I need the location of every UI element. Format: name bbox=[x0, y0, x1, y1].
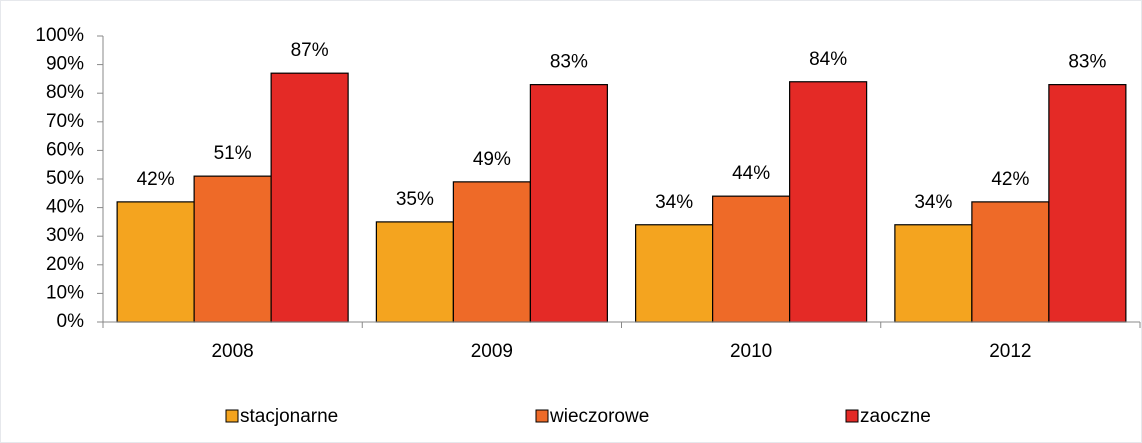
y-tick-label: 50% bbox=[46, 168, 84, 189]
y-tick-label: 10% bbox=[46, 282, 84, 303]
y-tick-label: 30% bbox=[46, 225, 84, 246]
y-tick-label: 100% bbox=[35, 25, 84, 46]
value-label: 83% bbox=[550, 52, 588, 73]
value-label: 44% bbox=[732, 163, 770, 184]
legend-swatch bbox=[225, 409, 239, 423]
bar bbox=[529, 84, 608, 323]
value-label: 49% bbox=[473, 149, 511, 170]
value-label: 87% bbox=[291, 40, 329, 61]
bar bbox=[375, 221, 454, 323]
y-tick-label: 80% bbox=[46, 82, 84, 103]
value-label: 35% bbox=[396, 189, 434, 210]
y-tick-label: 0% bbox=[57, 311, 85, 332]
legend-label: zaoczne bbox=[860, 406, 931, 427]
legend-swatch bbox=[845, 409, 859, 423]
value-label: 34% bbox=[655, 192, 693, 213]
legend-label: wieczorowe bbox=[549, 406, 649, 427]
value-label: 51% bbox=[214, 143, 252, 164]
bar bbox=[1048, 84, 1127, 323]
value-label: 84% bbox=[809, 49, 847, 70]
bar bbox=[452, 181, 531, 323]
x-tick-label: 2012 bbox=[989, 341, 1031, 362]
y-tick-label: 70% bbox=[46, 111, 84, 132]
bar bbox=[193, 175, 272, 323]
x-tick-label: 2008 bbox=[211, 341, 253, 362]
legend-swatch bbox=[535, 409, 549, 423]
bar bbox=[971, 201, 1050, 323]
bar bbox=[712, 195, 791, 323]
bar bbox=[635, 224, 714, 323]
bar bbox=[116, 201, 195, 323]
value-label: 42% bbox=[137, 169, 175, 190]
value-label: 83% bbox=[1068, 52, 1106, 73]
y-tick-label: 60% bbox=[46, 139, 84, 160]
bar bbox=[789, 81, 868, 323]
y-tick-label: 20% bbox=[46, 254, 84, 275]
y-tick-label: 40% bbox=[46, 197, 84, 218]
x-tick-label: 2010 bbox=[730, 341, 772, 362]
x-tick-label: 2009 bbox=[471, 341, 513, 362]
bar bbox=[894, 224, 973, 323]
value-label: 34% bbox=[914, 192, 952, 213]
legend-label: stacjonarne bbox=[240, 406, 338, 427]
y-tick-label: 90% bbox=[46, 54, 84, 75]
bar bbox=[270, 72, 349, 323]
value-label: 42% bbox=[991, 169, 1029, 190]
